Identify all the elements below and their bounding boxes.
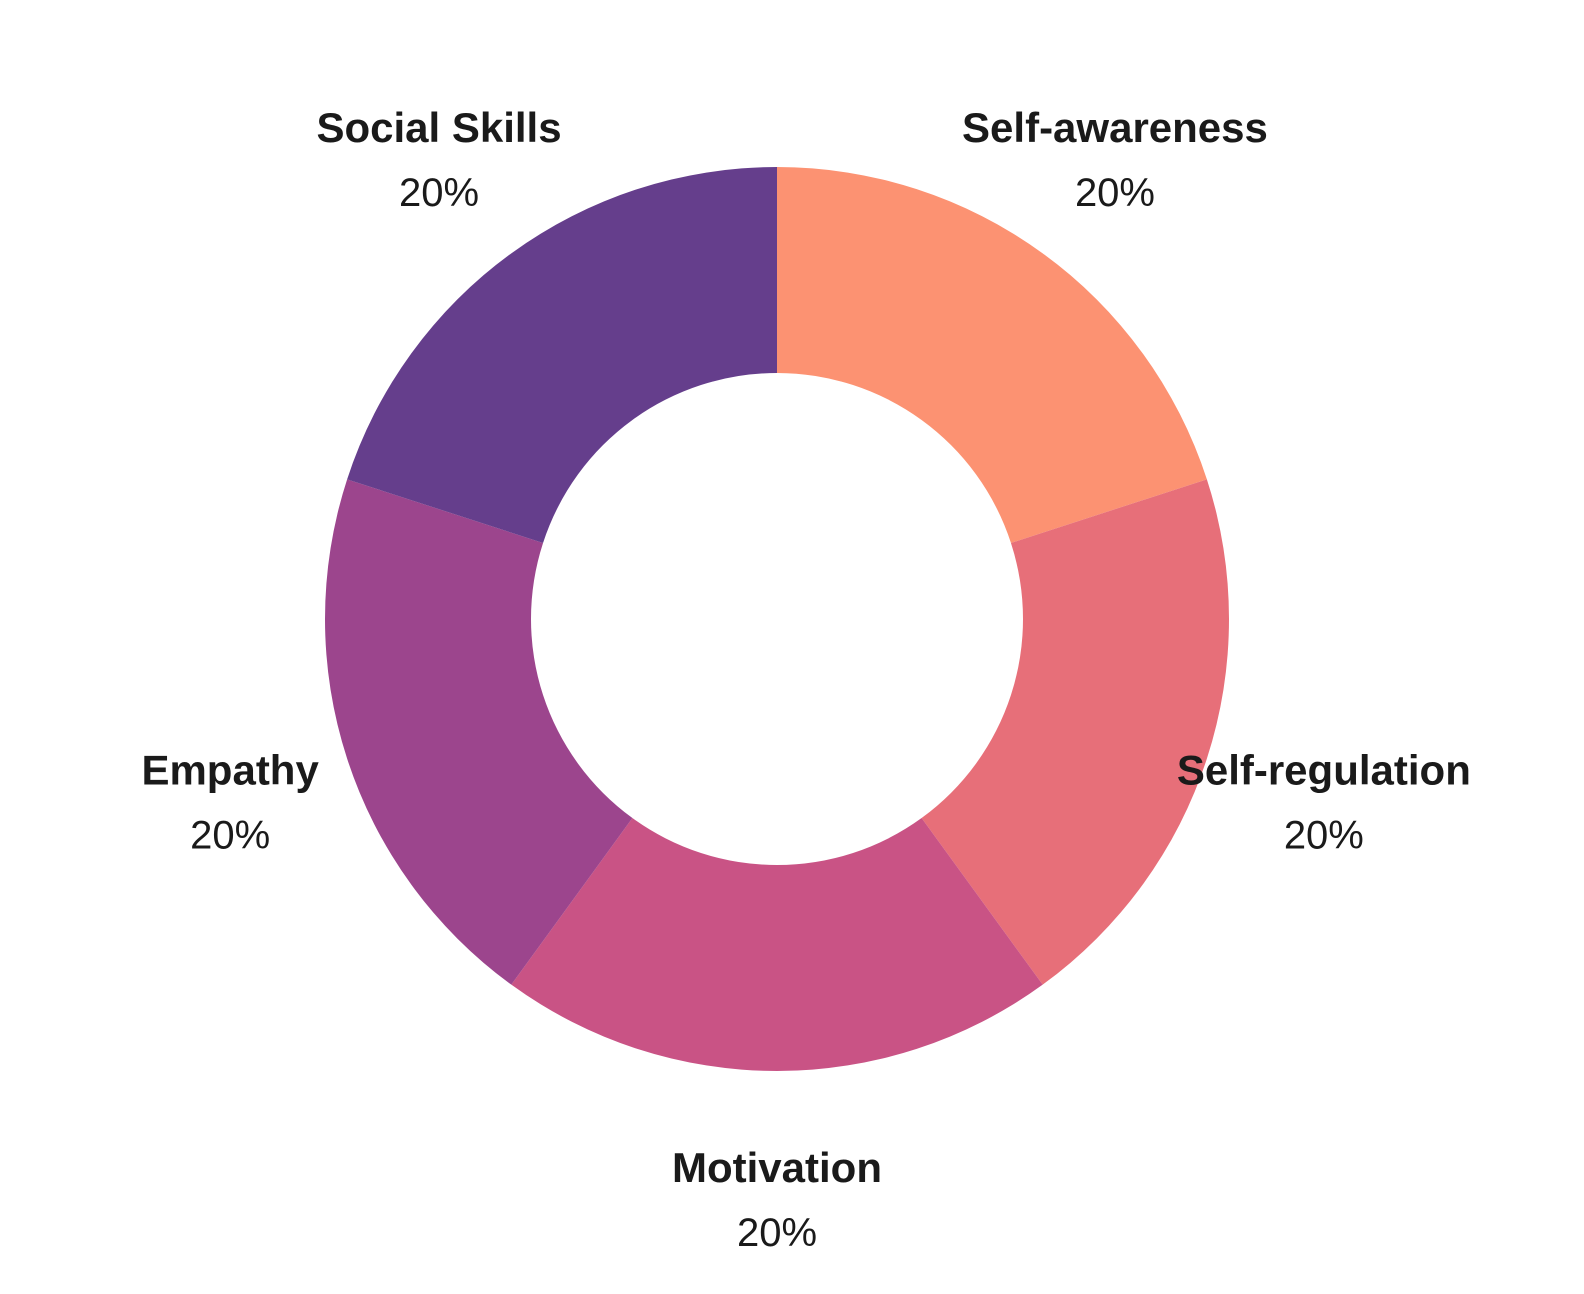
slice-label: Self-awareness bbox=[962, 104, 1268, 151]
slice-label-group: Social Skills 20% bbox=[316, 104, 561, 215]
slice-label-group: Self-regulation 20% bbox=[1177, 747, 1471, 858]
slice-label: Empathy bbox=[141, 747, 319, 794]
donut-slice-self-regulation bbox=[921, 479, 1230, 985]
slice-value-label: 20% bbox=[1075, 171, 1155, 215]
donut-slice-self-awareness bbox=[777, 167, 1207, 543]
slice-label: Social Skills bbox=[316, 104, 561, 151]
slice-value-label: 20% bbox=[1284, 814, 1364, 858]
slice-label-group: Motivation 20% bbox=[672, 1144, 882, 1255]
donut-slice-empathy bbox=[325, 479, 633, 985]
slice-value-label: 20% bbox=[737, 1211, 817, 1255]
donut-slice-motivation bbox=[511, 818, 1043, 1071]
labels-layer: Self-awareness20%Self-regulation20%Motiv… bbox=[141, 104, 1470, 1255]
slice-label: Motivation bbox=[672, 1144, 882, 1191]
slice-value-label: 20% bbox=[190, 814, 270, 858]
slice-value-label: 20% bbox=[399, 171, 479, 215]
donut-slice-social-skills bbox=[347, 167, 777, 543]
slice-label: Self-regulation bbox=[1177, 747, 1471, 794]
slice-label-group: Self-awareness 20% bbox=[962, 104, 1268, 215]
slices-layer bbox=[325, 167, 1230, 1071]
slice-label-group: Empathy 20% bbox=[141, 747, 319, 858]
